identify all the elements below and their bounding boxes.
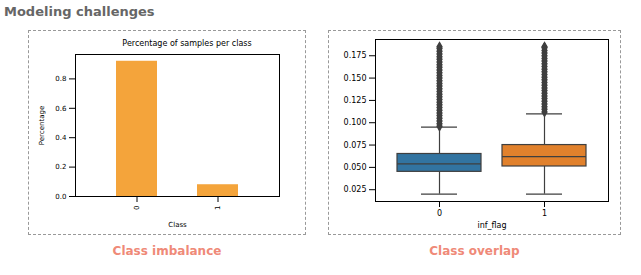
svg-text:1: 1 (214, 206, 222, 210)
svg-text:0.075: 0.075 (344, 141, 367, 150)
html-text:Modeling challenges: Modeling challenges (4, 4, 155, 19)
svg-text:0.125: 0.125 (344, 96, 367, 105)
svg-text:0.050: 0.050 (344, 163, 367, 172)
svg-text:0.175: 0.175 (344, 51, 367, 60)
html-text:Percentage of samples per clas: Percentage of samples per class (122, 39, 252, 48)
html-text:Class imbalance: Class imbalance (112, 244, 222, 258)
svg-text:Percentage: Percentage (38, 106, 46, 145)
svg-text:Class: Class (168, 221, 187, 229)
svg-text:0.100: 0.100 (344, 118, 367, 127)
svg-text:inf_flag: inf_flag (477, 221, 506, 230)
svg-text:0: 0 (133, 206, 141, 210)
svg-text:1: 1 (542, 209, 547, 218)
svg-text:0.2: 0.2 (55, 163, 66, 171)
svg-text:0.150: 0.150 (344, 74, 367, 83)
svg-text:0.0: 0.0 (55, 193, 66, 201)
svg-text:0: 0 (437, 209, 442, 218)
html-text:Class overlap: Class overlap (429, 244, 520, 258)
svg-text:0.8: 0.8 (55, 75, 66, 83)
svg-text:0.4: 0.4 (55, 134, 67, 142)
svg-text:0.025: 0.025 (344, 185, 367, 194)
svg-text:0.6: 0.6 (55, 105, 67, 113)
